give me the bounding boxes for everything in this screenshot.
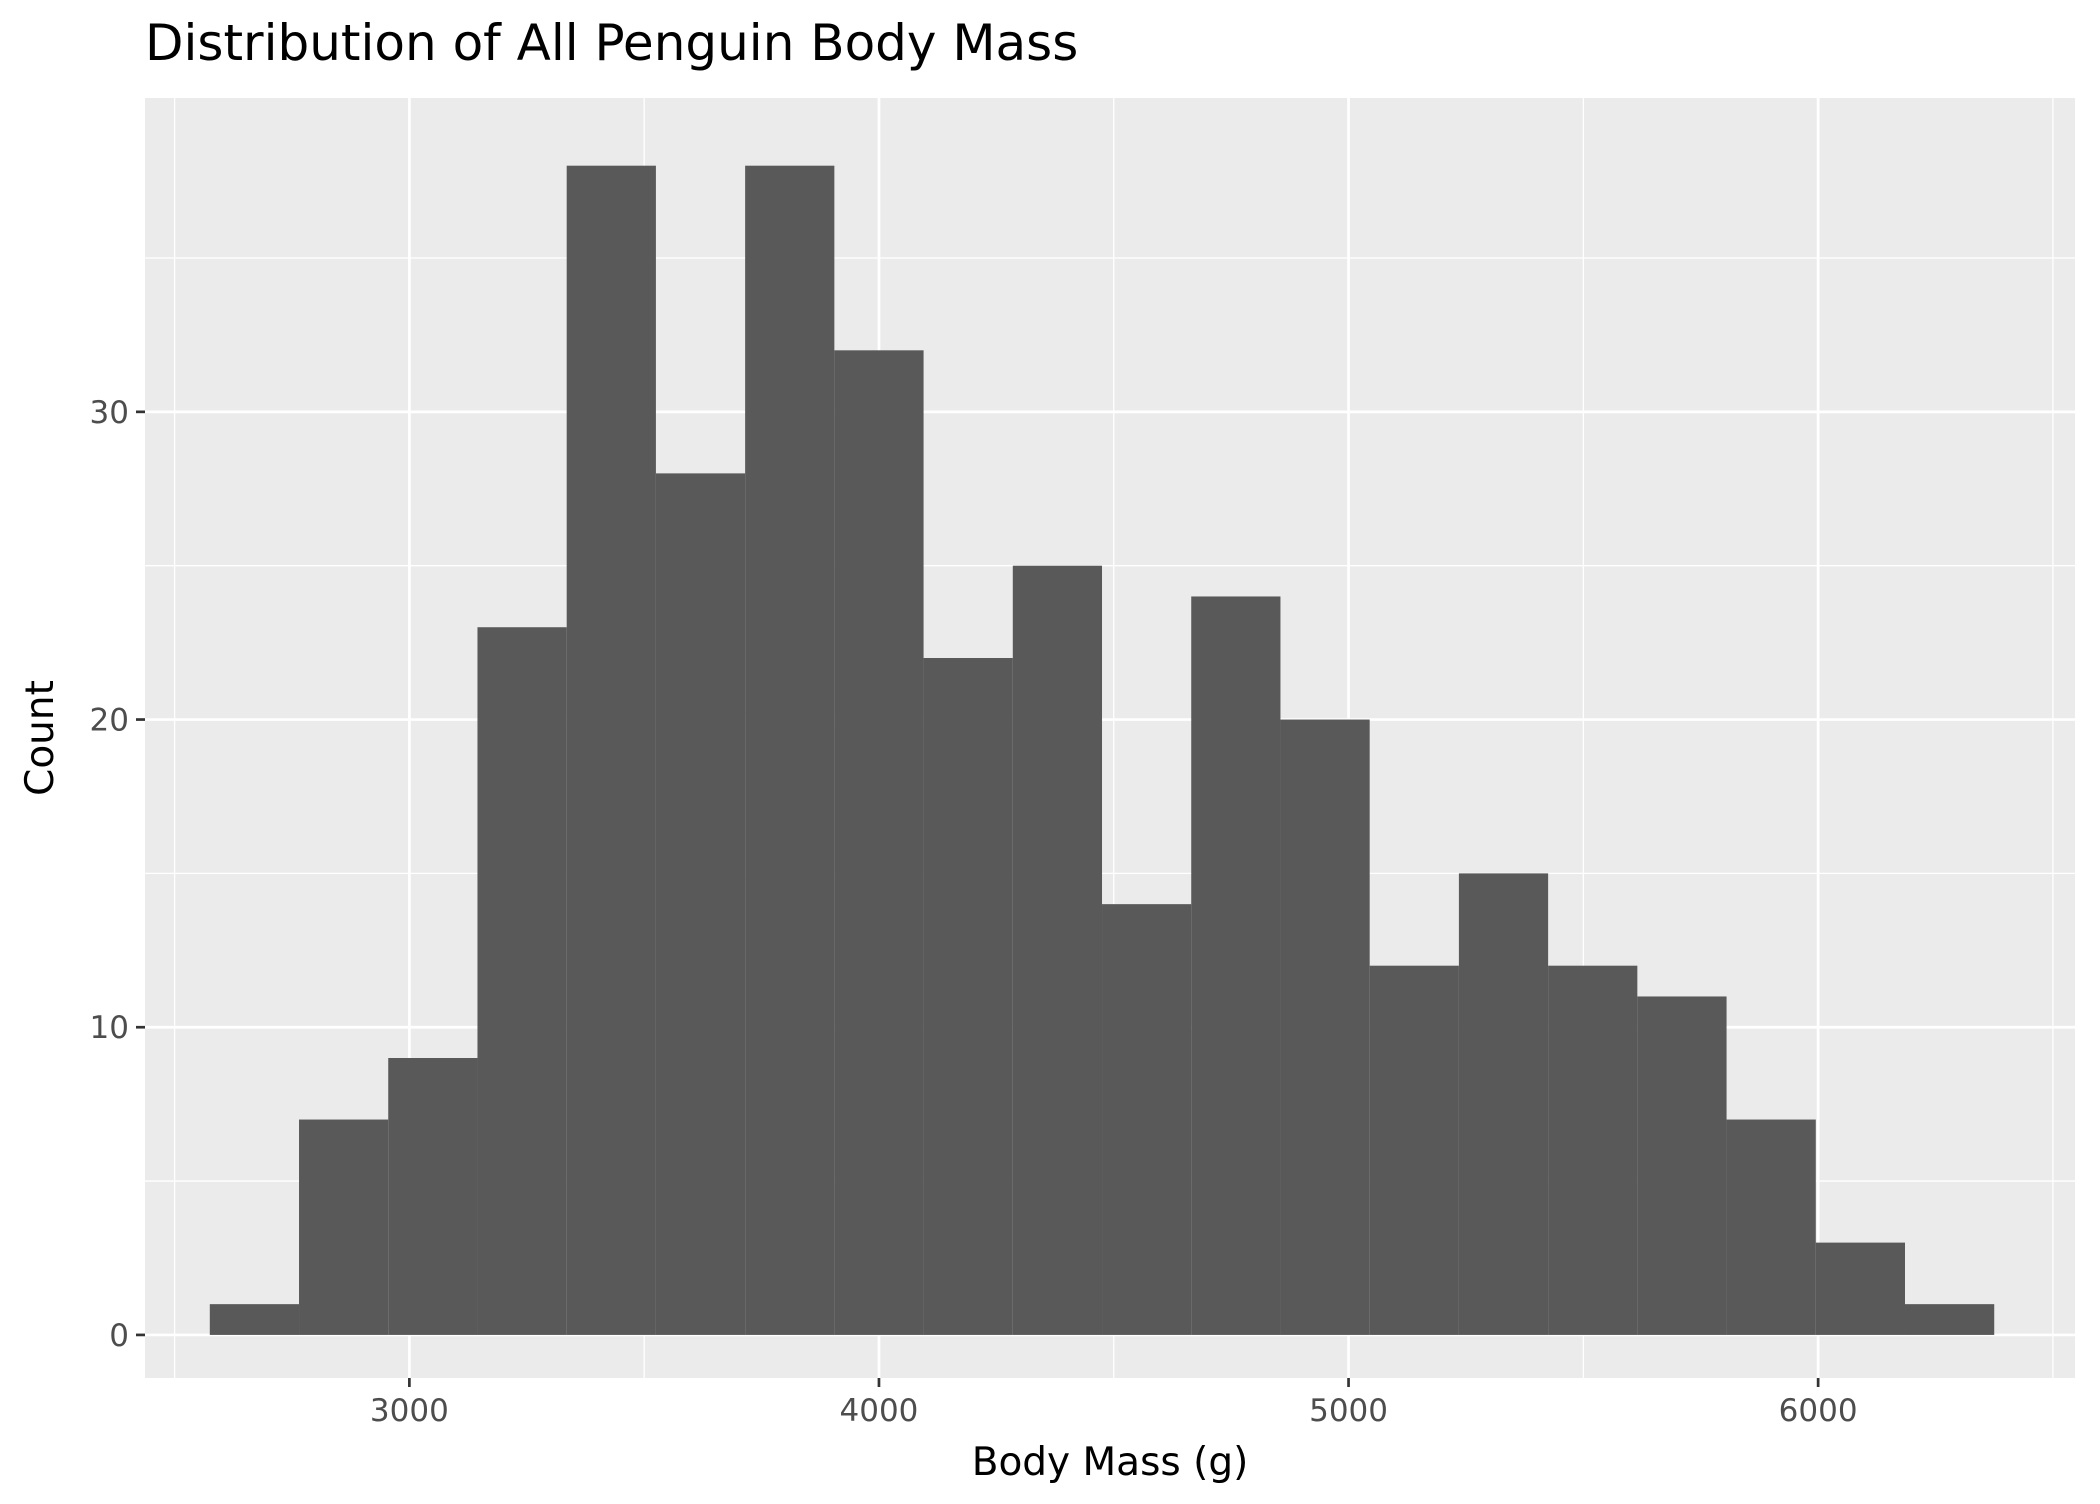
histogram-bar [1905, 1304, 1995, 1335]
histogram-bar [834, 350, 924, 1335]
histogram-bar [566, 165, 656, 1335]
histogram-bar [477, 627, 567, 1335]
x-tick-label: 4000 [840, 1393, 919, 1429]
histogram-bar [1102, 904, 1192, 1335]
y-tick-label: 0 [109, 1318, 129, 1354]
histogram-bar [1458, 873, 1549, 1335]
histogram-bar [1191, 596, 1281, 1335]
x-axis-title: Body Mass (g) [972, 1440, 1249, 1485]
chart-title: Distribution of All Penguin Body Mass [145, 14, 1078, 72]
histogram-bars [209, 165, 1995, 1335]
histogram-bar [388, 1058, 478, 1335]
histogram-bar [209, 1304, 300, 1335]
histogram-bar [1815, 1242, 1906, 1335]
histogram-bar [1012, 565, 1103, 1335]
y-tick-label: 20 [90, 703, 129, 739]
histogram-bar [1369, 965, 1459, 1335]
x-tick-label: 5000 [1309, 1393, 1388, 1429]
histogram-bar [1280, 719, 1370, 1335]
histogram-bar [655, 473, 746, 1335]
histogram-bar [1548, 965, 1638, 1335]
histogram-bar [923, 658, 1013, 1335]
x-tick-label: 3000 [370, 1393, 449, 1429]
y-tick-label: 10 [90, 1010, 129, 1046]
histogram-bar [1637, 996, 1727, 1335]
y-tick-label: 30 [90, 395, 129, 431]
histogram-bar [1726, 1119, 1816, 1335]
y-axis: 0 10 20 30 [90, 395, 145, 1354]
x-axis: 3000 4000 5000 6000 [370, 1378, 1858, 1429]
histogram-bar [745, 165, 835, 1335]
y-axis-title: Count [18, 680, 63, 796]
histogram-bar [299, 1119, 389, 1335]
x-tick-label: 6000 [1779, 1393, 1858, 1429]
